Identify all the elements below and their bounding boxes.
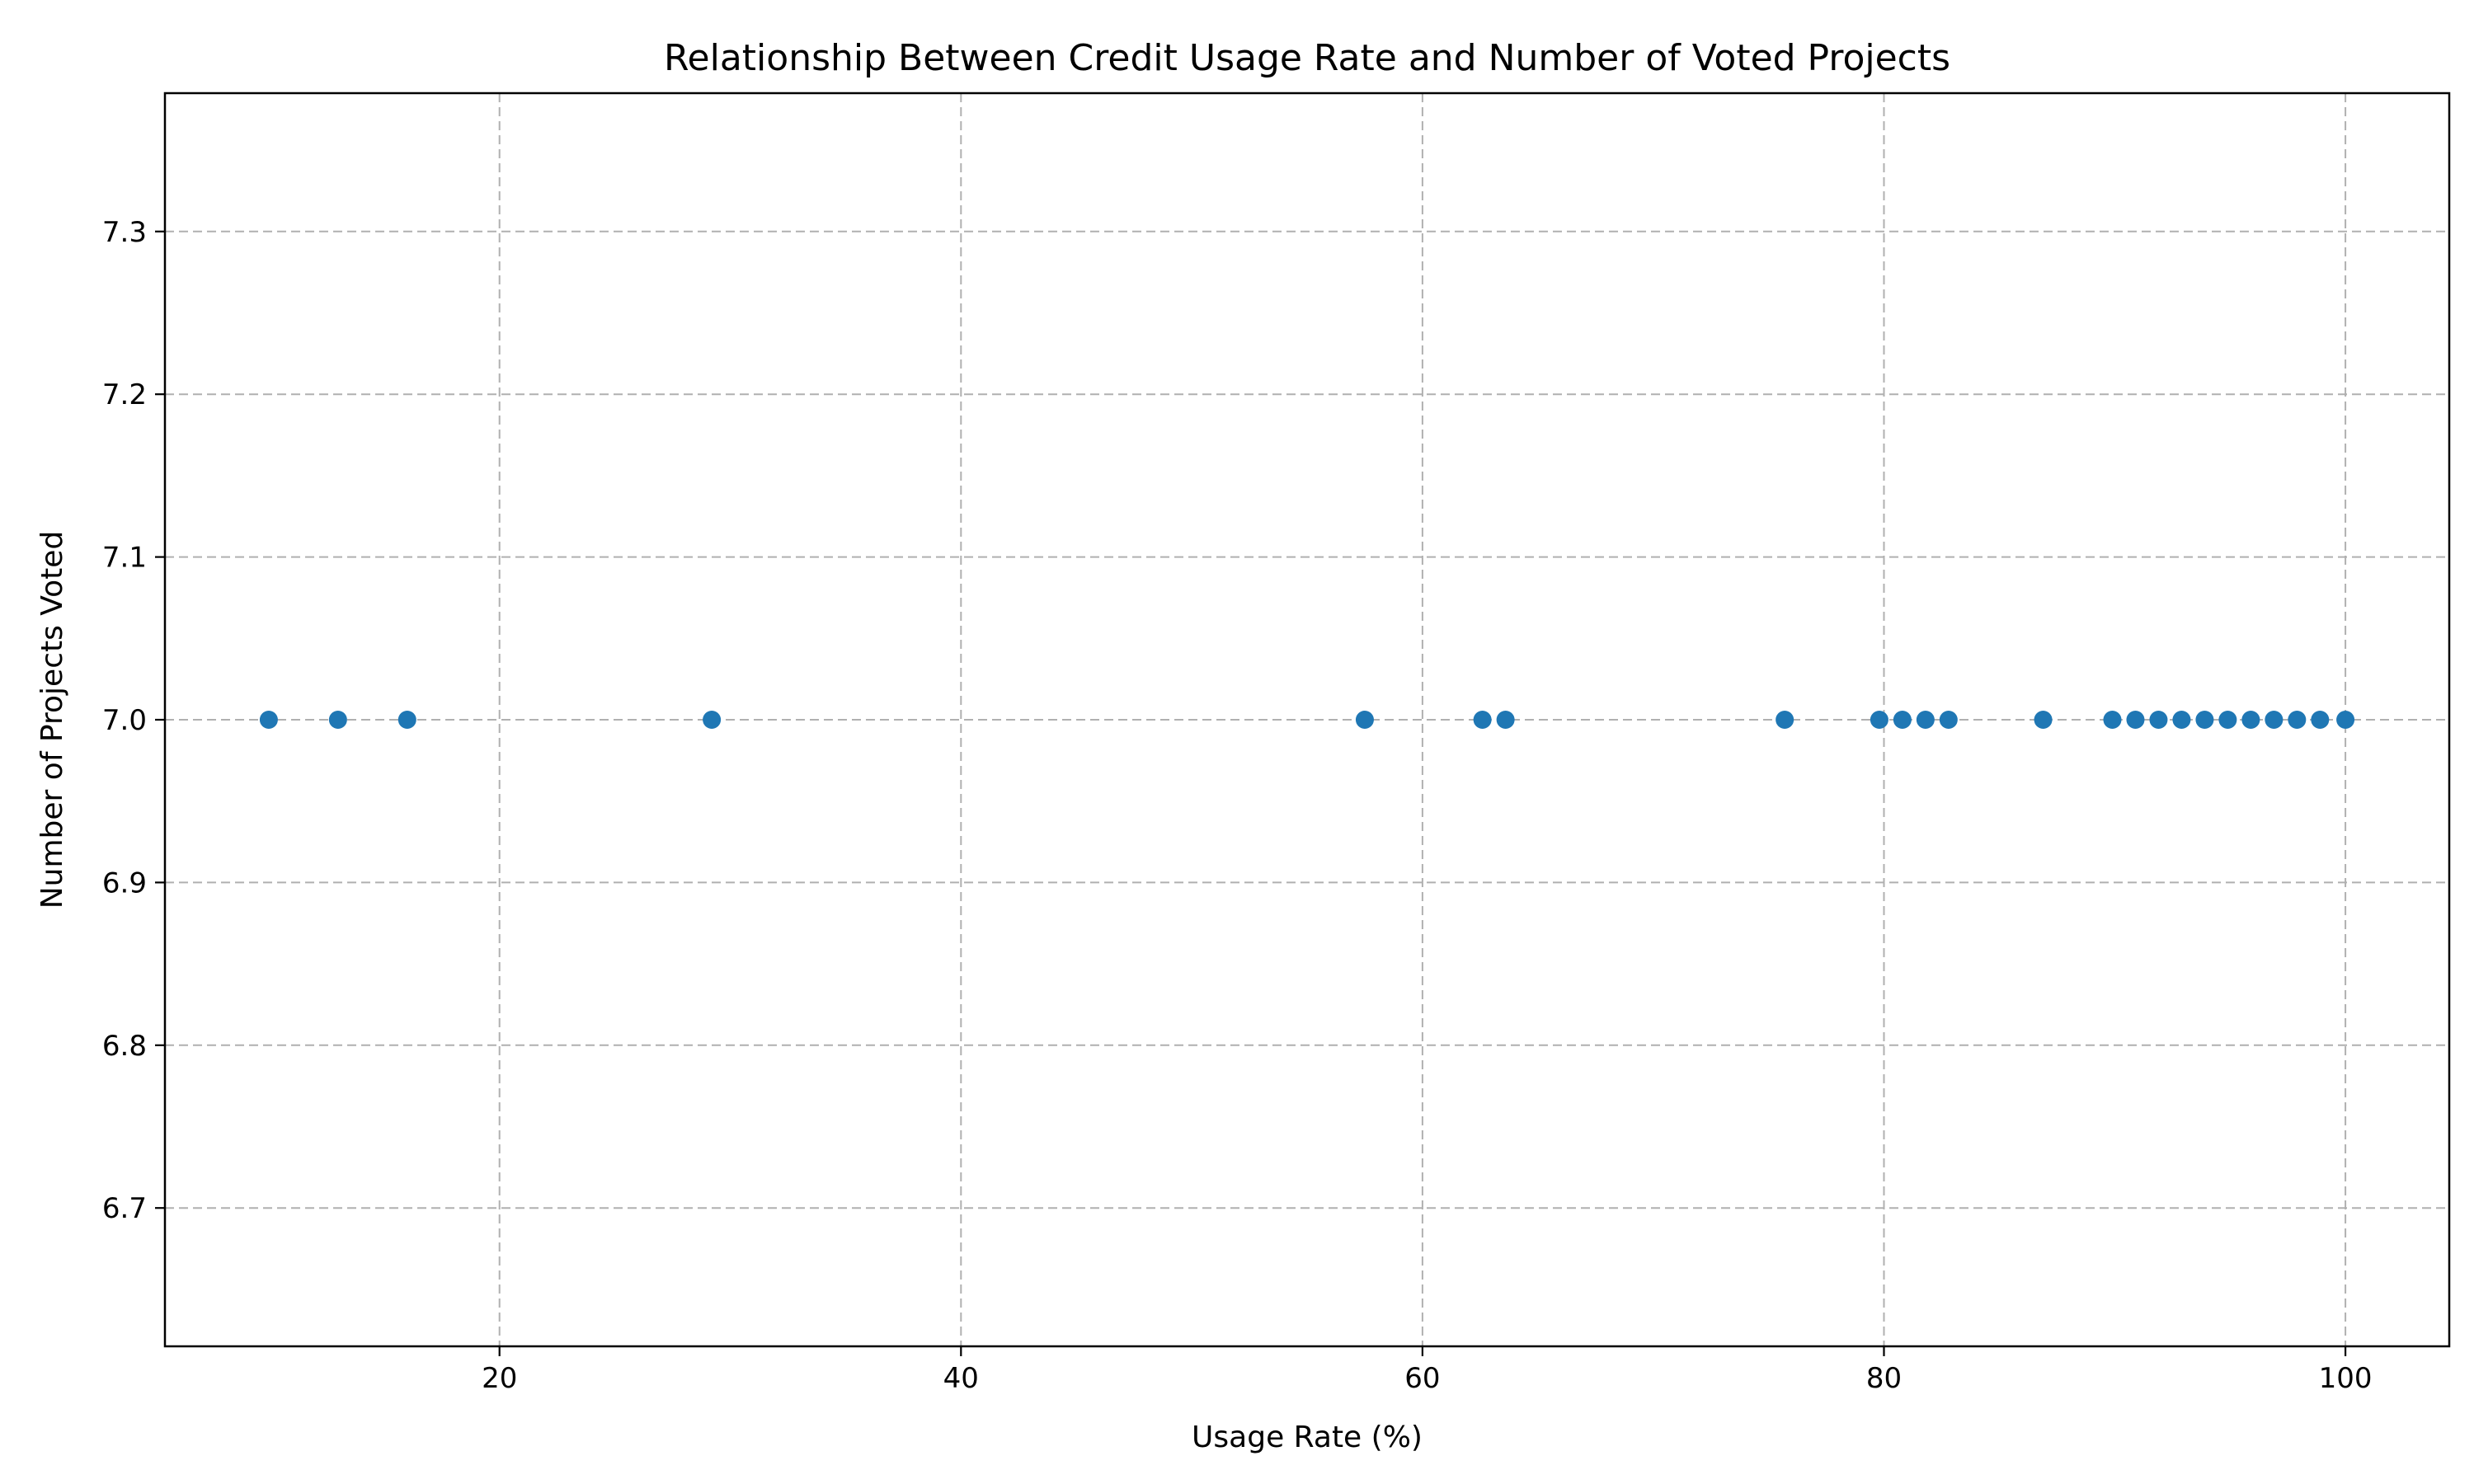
data-points <box>259 711 2355 729</box>
data-point <box>2311 711 2330 729</box>
data-point <box>1893 711 1912 729</box>
data-point <box>2288 711 2307 729</box>
data-point <box>2195 711 2214 729</box>
data-point <box>2034 711 2053 729</box>
data-point <box>1916 711 1935 729</box>
data-point <box>397 711 416 729</box>
data-point <box>2126 711 2145 729</box>
y-tick-label: 6.7 <box>102 1192 147 1225</box>
data-point <box>328 711 347 729</box>
x-axis-label: Usage Rate (%) <box>1192 1421 1423 1454</box>
data-point <box>2103 711 2122 729</box>
chart-title: Relationship Between Credit Usage Rate a… <box>664 37 1950 79</box>
data-point <box>1473 711 1492 729</box>
x-tick-label: 80 <box>1866 1362 1902 1395</box>
y-axis-label: Number of Projects Voted <box>35 531 69 909</box>
y-tick-label: 7.2 <box>102 378 147 411</box>
x-tick-label: 20 <box>482 1362 517 1395</box>
data-point <box>2241 711 2260 729</box>
data-point <box>2172 711 2191 729</box>
data-point <box>1496 711 1515 729</box>
y-tick-label: 6.9 <box>102 866 147 899</box>
y-axis-ticks: 6.7 6.8 6.9 7.0 7.1 7.2 7.3 <box>102 216 165 1225</box>
y-tick-label: 7.3 <box>102 216 147 249</box>
grid <box>165 93 2449 1346</box>
x-tick-label: 100 <box>2319 1362 2373 1395</box>
x-tick-label: 60 <box>1404 1362 1440 1395</box>
data-point <box>703 711 722 729</box>
data-point <box>1355 711 1374 729</box>
data-point <box>2149 711 2168 729</box>
data-point <box>1939 711 1958 729</box>
data-point <box>2265 711 2284 729</box>
data-point <box>1776 711 1794 729</box>
y-tick-label: 7.0 <box>102 704 147 737</box>
x-tick-label: 40 <box>943 1362 979 1395</box>
y-tick-label: 7.1 <box>102 542 147 575</box>
y-tick-label: 6.8 <box>102 1030 147 1063</box>
x-axis-ticks: 20 40 60 80 100 <box>482 1346 2373 1395</box>
data-point <box>259 711 278 729</box>
data-point <box>1870 711 1888 729</box>
data-point <box>2336 711 2355 729</box>
data-point <box>2218 711 2237 729</box>
